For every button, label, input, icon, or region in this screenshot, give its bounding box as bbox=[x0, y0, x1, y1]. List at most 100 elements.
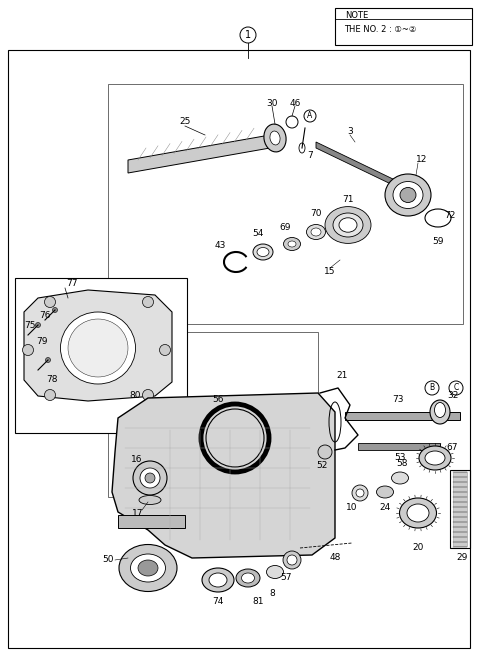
Text: 3: 3 bbox=[347, 128, 353, 136]
Ellipse shape bbox=[257, 248, 269, 257]
Text: 53: 53 bbox=[394, 453, 406, 462]
Text: 79: 79 bbox=[36, 337, 48, 346]
Text: 7: 7 bbox=[307, 151, 313, 160]
Ellipse shape bbox=[270, 131, 280, 145]
Text: 16: 16 bbox=[131, 455, 143, 464]
Text: 46: 46 bbox=[289, 98, 300, 107]
Text: 15: 15 bbox=[324, 267, 336, 276]
Ellipse shape bbox=[385, 174, 431, 216]
Text: 52: 52 bbox=[316, 460, 328, 470]
Bar bbox=[450, 470, 470, 548]
Text: NOTE: NOTE bbox=[345, 10, 368, 20]
Ellipse shape bbox=[325, 206, 371, 244]
Text: 29: 29 bbox=[456, 553, 468, 563]
Text: 48: 48 bbox=[329, 553, 341, 561]
Polygon shape bbox=[345, 412, 460, 420]
Circle shape bbox=[23, 345, 34, 356]
Circle shape bbox=[45, 390, 56, 400]
Circle shape bbox=[143, 297, 154, 307]
Ellipse shape bbox=[236, 569, 260, 587]
Text: 71: 71 bbox=[342, 195, 354, 204]
Text: 17: 17 bbox=[132, 508, 144, 517]
Text: 73: 73 bbox=[392, 396, 404, 405]
Text: 58: 58 bbox=[396, 460, 408, 468]
Ellipse shape bbox=[145, 473, 155, 483]
Text: 21: 21 bbox=[336, 371, 348, 379]
Ellipse shape bbox=[52, 307, 58, 312]
Ellipse shape bbox=[400, 187, 416, 202]
Text: THE NO. 2 : ①~②: THE NO. 2 : ①~② bbox=[344, 24, 416, 33]
Bar bbox=[335, 8, 472, 45]
Bar bbox=[453, 472, 467, 546]
Text: 25: 25 bbox=[180, 117, 191, 126]
Ellipse shape bbox=[131, 554, 166, 582]
Text: 57: 57 bbox=[280, 574, 292, 582]
Circle shape bbox=[240, 27, 256, 43]
Polygon shape bbox=[128, 135, 270, 173]
Circle shape bbox=[318, 445, 332, 459]
Text: 50: 50 bbox=[102, 555, 114, 565]
Ellipse shape bbox=[333, 213, 363, 237]
Text: 76: 76 bbox=[39, 312, 51, 320]
Text: 56: 56 bbox=[212, 396, 224, 405]
Circle shape bbox=[143, 390, 154, 400]
Ellipse shape bbox=[284, 238, 300, 250]
Ellipse shape bbox=[264, 124, 286, 152]
Ellipse shape bbox=[425, 451, 445, 465]
Ellipse shape bbox=[253, 244, 273, 260]
Text: 12: 12 bbox=[416, 155, 428, 164]
Ellipse shape bbox=[430, 400, 450, 424]
Text: 1: 1 bbox=[245, 30, 251, 40]
Text: C: C bbox=[454, 383, 458, 392]
Text: 69: 69 bbox=[279, 223, 291, 231]
Text: 43: 43 bbox=[214, 242, 226, 250]
Text: 30: 30 bbox=[266, 98, 278, 107]
Text: 75: 75 bbox=[24, 320, 36, 329]
Text: 24: 24 bbox=[379, 504, 391, 512]
Polygon shape bbox=[24, 290, 172, 401]
Text: 70: 70 bbox=[310, 208, 322, 217]
Ellipse shape bbox=[241, 573, 254, 583]
Ellipse shape bbox=[209, 573, 227, 587]
Text: 74: 74 bbox=[212, 597, 224, 607]
Ellipse shape bbox=[392, 472, 408, 484]
Circle shape bbox=[352, 485, 368, 501]
Ellipse shape bbox=[133, 461, 167, 495]
Ellipse shape bbox=[288, 241, 296, 247]
Ellipse shape bbox=[138, 560, 158, 576]
Text: 72: 72 bbox=[444, 210, 456, 219]
Ellipse shape bbox=[119, 544, 177, 591]
Text: 54: 54 bbox=[252, 229, 264, 238]
Ellipse shape bbox=[339, 218, 357, 233]
Ellipse shape bbox=[36, 322, 40, 328]
Ellipse shape bbox=[68, 319, 128, 377]
Circle shape bbox=[283, 551, 301, 569]
Text: 80: 80 bbox=[129, 390, 141, 400]
Ellipse shape bbox=[307, 225, 325, 240]
Bar bbox=[108, 332, 318, 497]
Text: 78: 78 bbox=[46, 375, 58, 384]
Text: 8: 8 bbox=[269, 588, 275, 597]
Circle shape bbox=[425, 381, 439, 395]
Ellipse shape bbox=[60, 312, 135, 384]
Polygon shape bbox=[358, 443, 440, 450]
Text: 20: 20 bbox=[412, 544, 424, 553]
Circle shape bbox=[287, 555, 297, 565]
Polygon shape bbox=[118, 515, 185, 528]
Ellipse shape bbox=[140, 468, 160, 488]
Text: 77: 77 bbox=[66, 280, 78, 288]
Text: 81: 81 bbox=[252, 597, 264, 607]
Ellipse shape bbox=[311, 228, 321, 236]
Ellipse shape bbox=[407, 504, 429, 522]
Ellipse shape bbox=[46, 358, 50, 362]
Circle shape bbox=[45, 297, 56, 307]
Circle shape bbox=[304, 110, 316, 122]
Ellipse shape bbox=[139, 495, 161, 504]
Circle shape bbox=[356, 489, 364, 497]
Polygon shape bbox=[112, 393, 335, 558]
Ellipse shape bbox=[434, 403, 445, 417]
Bar bbox=[108, 84, 463, 324]
Ellipse shape bbox=[202, 568, 234, 592]
Text: 32: 32 bbox=[447, 392, 459, 400]
Circle shape bbox=[286, 116, 298, 128]
